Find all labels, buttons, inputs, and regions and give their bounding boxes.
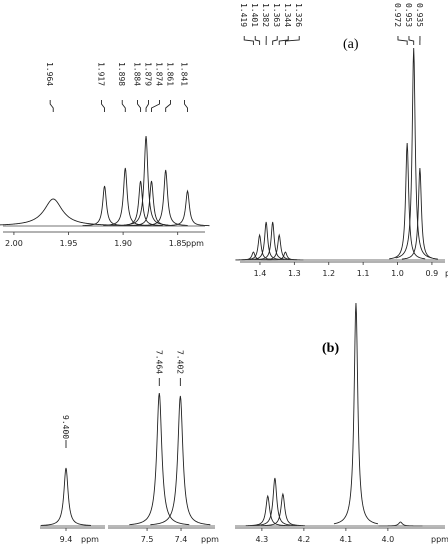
peak [260, 492, 305, 527]
peak [129, 180, 174, 226]
peak-label: 9.400 [61, 415, 70, 439]
x-tick-label: 2.00 [5, 239, 23, 248]
x-axis-label: ppm [201, 535, 219, 544]
peak-label: 7.464 [154, 350, 163, 374]
peak [241, 233, 278, 261]
x-tick-label: 0.9 [426, 269, 439, 278]
peak-label-line [137, 100, 142, 112]
x-tick-label: 1.90 [114, 239, 132, 248]
x-tick-label: 4.0 [382, 535, 395, 544]
x-tick-label: 4.2 [298, 535, 311, 544]
peak-label-line [254, 36, 261, 45]
x-axis-label: ppm [186, 239, 204, 248]
peak-label: 1.861 [166, 62, 175, 86]
peak [254, 221, 291, 261]
x-tick-label: 1.2 [322, 269, 335, 278]
peak [150, 395, 211, 526]
x-tick-label: 4.3 [256, 535, 269, 544]
peak [252, 477, 297, 526]
peak [248, 221, 285, 261]
peak-label-line [165, 100, 171, 112]
x-tick-label: 7.5 [141, 535, 154, 544]
peak-label-line [408, 36, 415, 45]
x-tick-label: 1.3 [288, 269, 301, 278]
x-tick-label: 4.1 [340, 535, 353, 544]
peak-label: 7.402 [175, 350, 184, 374]
peak [395, 47, 432, 259]
peak-label-line [184, 100, 188, 112]
peak-label: 1.874 [155, 62, 164, 86]
peak-label: 1.898 [117, 62, 126, 86]
peak-label: 1.401 [250, 3, 259, 27]
x-tick-label: 1.85 [169, 239, 187, 248]
peak-label-line [284, 36, 300, 45]
peak [378, 521, 423, 527]
peak-label-line [145, 100, 149, 112]
peak-label-line [278, 36, 289, 45]
peak-label: 1.344 [283, 3, 292, 27]
peak [333, 302, 379, 525]
peak-label: 1.884 [133, 62, 142, 86]
peak-label-line [243, 36, 254, 45]
x-tick-label: 1.4 [254, 269, 267, 278]
peak [103, 167, 148, 226]
peak-label: 0.935 [415, 3, 424, 27]
peak [143, 169, 188, 226]
x-tick-label: 7.4 [175, 535, 188, 544]
x-tick-label: 1.0 [391, 269, 404, 278]
x-axis-label: ppm [81, 535, 99, 544]
panel-label: (b) [322, 341, 339, 356]
peak-label-line [397, 36, 408, 45]
peak-label-line [151, 100, 160, 112]
peak-label: 1.879 [144, 62, 153, 86]
peak [261, 233, 298, 261]
peak-label-line [49, 100, 54, 112]
peak [0, 198, 164, 227]
peak [82, 185, 127, 227]
peak-label: 1.326 [294, 3, 303, 27]
peak [235, 251, 272, 261]
peak [118, 180, 163, 226]
peak-label-line [121, 100, 126, 112]
peak [401, 167, 438, 260]
x-tick-label: 9.4 [60, 535, 73, 544]
peak-label-line [272, 36, 278, 45]
x-axis-label: ppm [445, 269, 448, 278]
peak [40, 467, 92, 526]
peak-label: 0.953 [404, 3, 413, 27]
peak-label: 1.964 [45, 62, 54, 86]
x-tick-label: 1.95 [60, 239, 78, 248]
peak-label: 1.841 [179, 62, 188, 86]
x-axis-label: ppm [431, 535, 448, 544]
peak [165, 189, 210, 227]
peak-label: 1.917 [96, 62, 105, 86]
panel-label: (a) [343, 37, 359, 52]
peak-label-line [101, 100, 105, 112]
peak [389, 142, 426, 260]
peak-label: 1.363 [272, 3, 281, 27]
peak [124, 135, 169, 226]
peak-label: 0.972 [393, 3, 402, 27]
peak-label: 1.419 [239, 3, 248, 27]
peak [129, 392, 190, 526]
peak [267, 251, 304, 261]
peak-label: 1.382 [261, 3, 270, 27]
x-tick-label: 1.1 [357, 269, 370, 278]
